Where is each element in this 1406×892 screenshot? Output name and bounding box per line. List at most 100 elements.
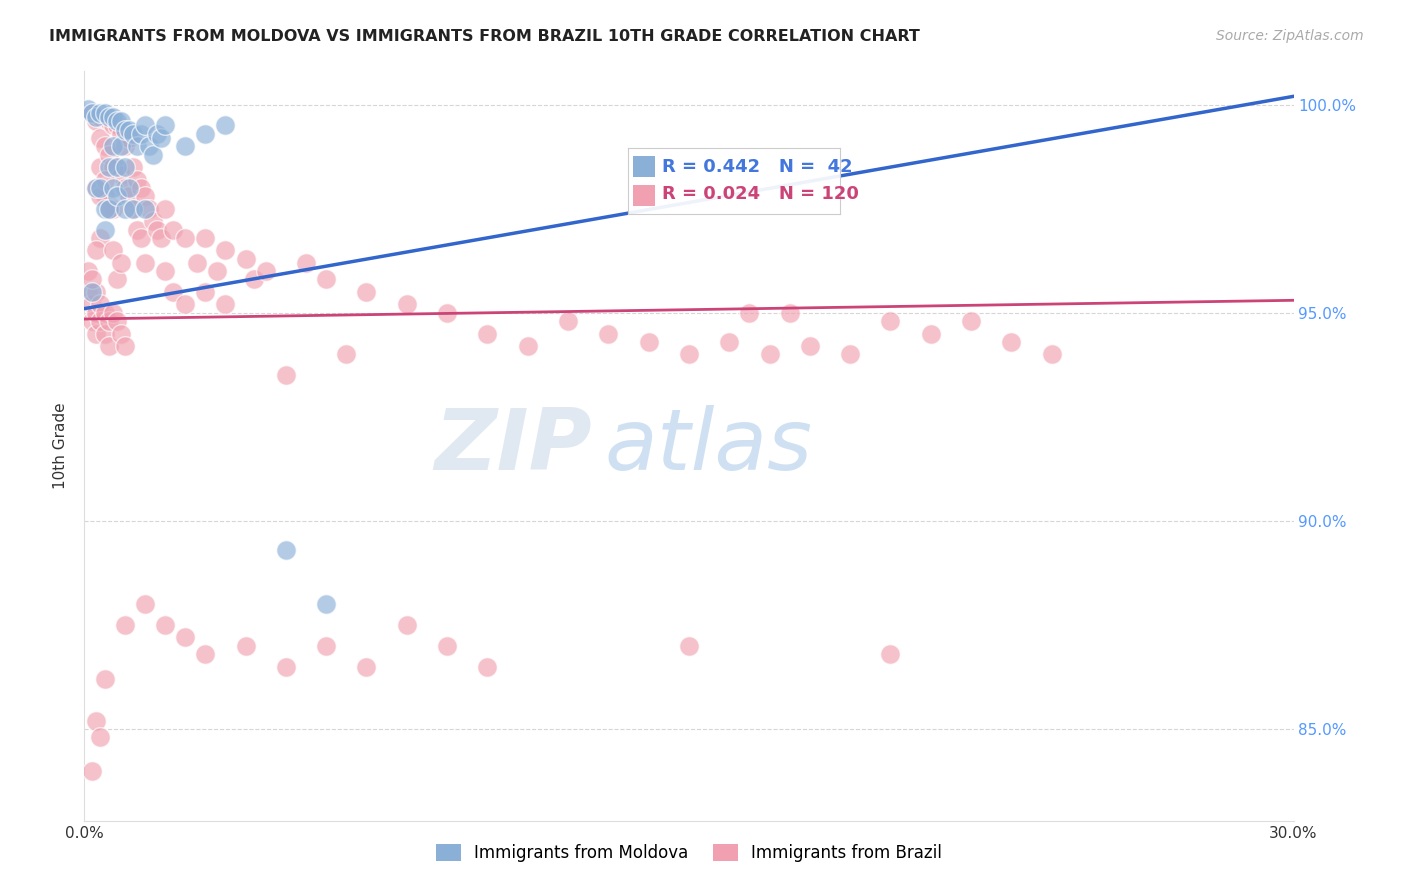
- Point: [89, 314, 111, 328]
- Point: [86, 714, 108, 728]
- Point: [138, 139, 160, 153]
- Point: [174, 631, 197, 645]
- Point: [134, 189, 156, 203]
- Point: [146, 127, 169, 141]
- Point: [105, 272, 128, 286]
- Point: [142, 214, 165, 228]
- Point: [86, 306, 108, 320]
- Point: [129, 231, 152, 245]
- Point: [114, 122, 136, 136]
- Point: [207, 264, 229, 278]
- Point: [93, 172, 115, 186]
- Point: [142, 147, 165, 161]
- Point: [129, 127, 152, 141]
- Point: [93, 202, 115, 216]
- Point: [477, 659, 499, 673]
- Point: [93, 306, 115, 320]
- Text: R = 0.024   N = 120: R = 0.024 N = 120: [662, 185, 859, 202]
- Point: [86, 114, 108, 128]
- Point: [121, 202, 143, 216]
- Point: [82, 272, 104, 286]
- Point: [125, 139, 148, 153]
- Point: [162, 222, 184, 236]
- Bar: [633, 156, 655, 177]
- Point: [110, 326, 132, 341]
- Point: [274, 368, 297, 383]
- Point: [110, 139, 132, 153]
- Point: [274, 543, 297, 558]
- Point: [118, 122, 141, 136]
- Point: [356, 659, 378, 673]
- Point: [114, 181, 136, 195]
- Point: [89, 731, 111, 745]
- Point: [557, 314, 579, 328]
- Point: [101, 181, 124, 195]
- Point: [93, 672, 115, 686]
- Point: [101, 119, 124, 133]
- Point: [315, 597, 337, 611]
- Point: [77, 264, 100, 278]
- Text: IMMIGRANTS FROM MOLDOVA VS IMMIGRANTS FROM BRAZIL 10TH GRADE CORRELATION CHART: IMMIGRANTS FROM MOLDOVA VS IMMIGRANTS FR…: [49, 29, 920, 44]
- Point: [149, 131, 172, 145]
- Point: [86, 285, 108, 299]
- Point: [315, 639, 337, 653]
- Point: [134, 119, 156, 133]
- Point: [335, 347, 357, 361]
- Point: [1000, 334, 1022, 349]
- Point: [82, 106, 104, 120]
- Point: [436, 639, 458, 653]
- Point: [97, 114, 120, 128]
- Point: [214, 244, 236, 258]
- Point: [121, 202, 143, 216]
- Point: [105, 114, 128, 128]
- Point: [295, 256, 318, 270]
- Point: [89, 160, 111, 174]
- Point: [516, 339, 538, 353]
- Point: [89, 189, 111, 203]
- Point: [436, 306, 458, 320]
- Text: ZIP: ZIP: [434, 404, 592, 488]
- Point: [214, 297, 236, 311]
- Point: [101, 202, 124, 216]
- Point: [839, 347, 862, 361]
- Point: [174, 297, 197, 311]
- Point: [89, 106, 111, 120]
- Point: [149, 231, 172, 245]
- Text: Source: ZipAtlas.com: Source: ZipAtlas.com: [1216, 29, 1364, 43]
- Point: [678, 347, 700, 361]
- Point: [86, 244, 108, 258]
- Point: [97, 202, 120, 216]
- Point: [97, 339, 120, 353]
- Point: [82, 285, 104, 299]
- Point: [77, 285, 100, 299]
- Point: [105, 160, 128, 174]
- Point: [162, 285, 184, 299]
- Point: [254, 264, 277, 278]
- Point: [598, 326, 620, 341]
- Point: [678, 639, 700, 653]
- Point: [214, 119, 236, 133]
- Point: [101, 160, 124, 174]
- Point: [105, 119, 128, 133]
- Point: [153, 264, 176, 278]
- Point: [101, 110, 124, 124]
- Y-axis label: 10th Grade: 10th Grade: [53, 402, 69, 490]
- Legend: Immigrants from Moldova, Immigrants from Brazil: Immigrants from Moldova, Immigrants from…: [429, 837, 949, 869]
- Point: [125, 172, 148, 186]
- Point: [153, 202, 176, 216]
- Point: [395, 618, 418, 632]
- Text: atlas: atlas: [605, 404, 813, 488]
- Point: [174, 231, 197, 245]
- Point: [153, 618, 176, 632]
- Point: [114, 202, 136, 216]
- Point: [86, 326, 108, 341]
- Point: [186, 256, 208, 270]
- Point: [110, 114, 132, 128]
- Point: [114, 139, 136, 153]
- Point: [121, 160, 143, 174]
- Point: [97, 202, 120, 216]
- Point: [235, 252, 257, 266]
- Point: [718, 334, 741, 349]
- Point: [738, 306, 761, 320]
- Point: [82, 106, 104, 120]
